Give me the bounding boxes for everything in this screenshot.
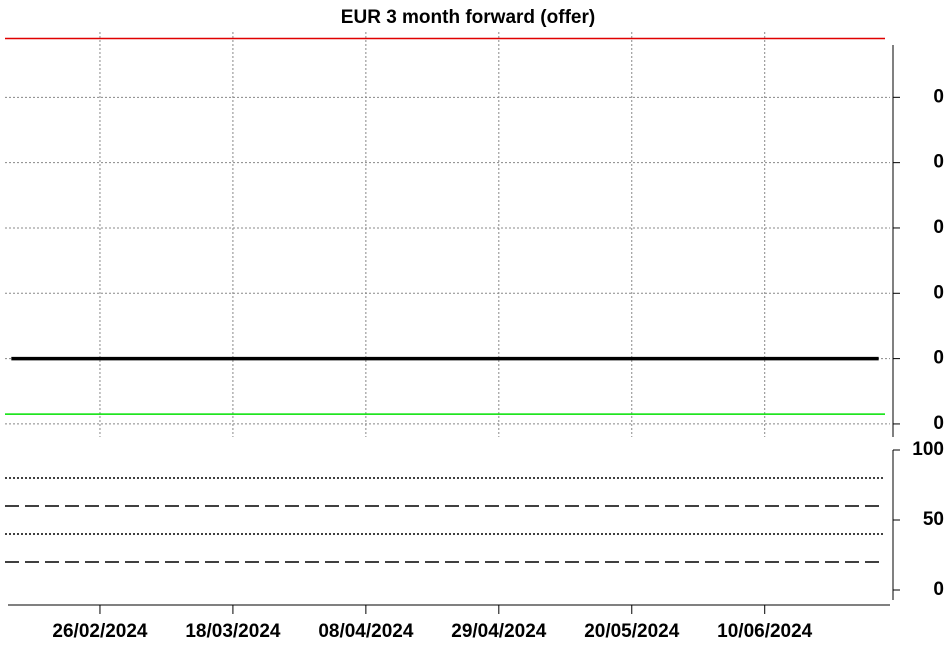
y-tick-label: 0 (933, 579, 944, 600)
x-tick-label: 26/02/2024 (52, 621, 148, 642)
x-tick-label: 08/04/2024 (318, 621, 414, 642)
y-tick-label: 0 (933, 217, 944, 238)
y-tick-label: 0 (933, 86, 944, 107)
y-tick-label: 50 (923, 509, 944, 530)
y-tick-label: 0 (933, 282, 944, 303)
y-tick-label: 0 (933, 413, 944, 434)
x-tick-label: 29/04/2024 (451, 621, 547, 642)
x-tick-label: 18/03/2024 (185, 621, 281, 642)
y-tick-label: 0 (933, 348, 944, 369)
x-tick-label: 10/06/2024 (717, 621, 813, 642)
chart-title: EUR 3 month forward (offer) (341, 7, 595, 28)
y-tick-label: 0 (933, 152, 944, 173)
y-tick-label: 100 (912, 439, 944, 460)
x-tick-label: 20/05/2024 (584, 621, 680, 642)
